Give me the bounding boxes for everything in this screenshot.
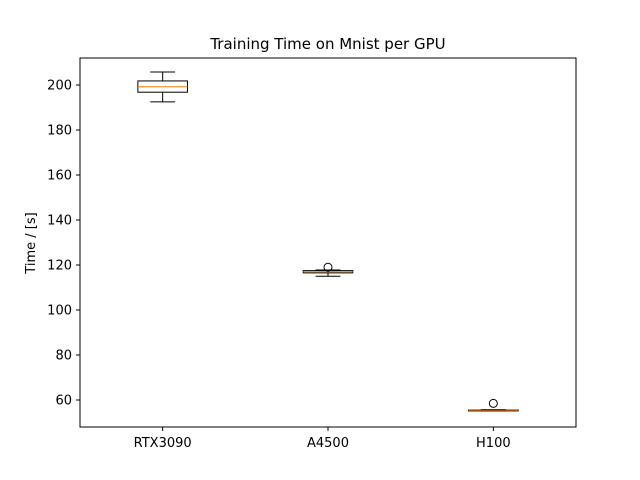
outlier-point xyxy=(323,262,333,272)
outlier-point xyxy=(488,398,498,408)
x-tick-label: RTX3090 xyxy=(134,436,192,451)
y-tick-label: 140 xyxy=(47,214,72,229)
y-tick-label: 120 xyxy=(47,259,72,274)
x-tick-label: A4500 xyxy=(307,436,349,451)
y-tick-label: 200 xyxy=(47,79,72,94)
plot-area: 60 80 100 120 140 160 180 200 RTX3090 A4500 H100 xyxy=(47,57,577,451)
x-tick-label: H100 xyxy=(476,436,511,451)
y-axis-label: Time / [s] xyxy=(24,212,39,274)
y-tick-label: 80 xyxy=(55,349,72,364)
y-tick-label: 60 xyxy=(55,394,72,409)
axes-frame xyxy=(79,57,577,428)
y-tick-label: 180 xyxy=(47,124,72,139)
chart-title: Training Time on Mnist per GPU xyxy=(209,35,445,53)
y-tick-label: 160 xyxy=(47,169,72,184)
y-tick-label: 100 xyxy=(47,304,72,319)
